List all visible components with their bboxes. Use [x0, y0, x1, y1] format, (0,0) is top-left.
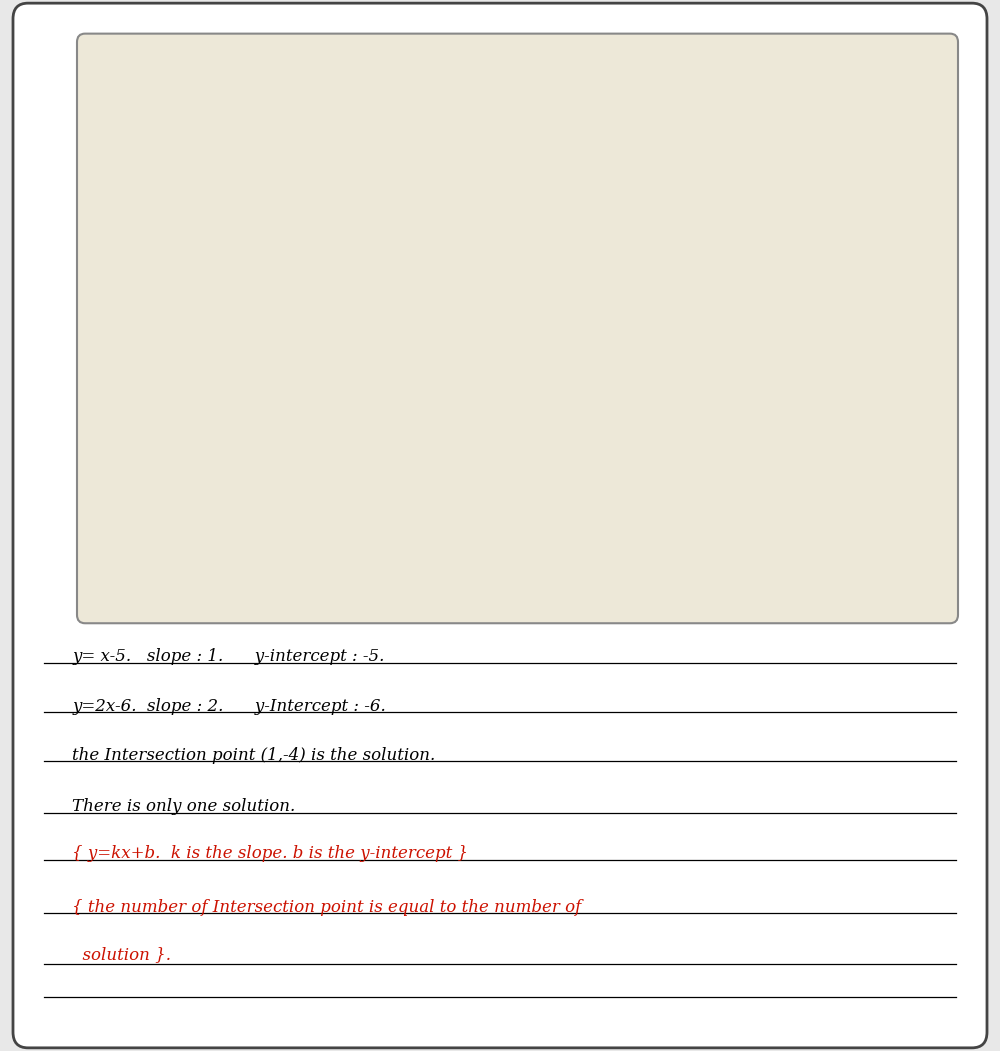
Text: y= x-5.: y= x-5. [789, 262, 841, 275]
Text: 2: 2 [414, 232, 422, 245]
Text: 1: 1 [414, 272, 422, 285]
Text: (2,-2): (2,-2) [570, 387, 600, 397]
Text: 3: 3 [622, 330, 630, 343]
Text: -2: -2 [410, 392, 422, 405]
Text: { the number of Intersection point is equal to the number of: { the number of Intersection point is eq… [72, 899, 581, 915]
Text: 5: 5 [414, 112, 422, 125]
Text: 2: 2 [558, 330, 566, 343]
Text: -3: -3 [410, 432, 422, 445]
Text: 1: 1 [494, 330, 502, 343]
Text: -2: -2 [301, 330, 313, 343]
Text: (0,-6): (0,-6) [442, 547, 472, 557]
Text: -3: -3 [237, 330, 249, 343]
Text: -5: -5 [410, 512, 422, 524]
Text: the Intersection point (1,-4) is the solution.: the Intersection point (1,-4) is the sol… [72, 747, 435, 764]
Text: 4: 4 [414, 152, 422, 165]
Text: -5: -5 [110, 330, 122, 343]
Text: y= x-5.   slope : 1.      y-intercept : -5.: y= x-5. slope : 1. y-intercept : -5. [72, 648, 385, 665]
Text: 6: 6 [813, 330, 821, 343]
Text: -4: -4 [173, 330, 185, 343]
Text: -1: -1 [410, 352, 422, 365]
Text: -4: -4 [410, 472, 422, 485]
Text: 3: 3 [414, 192, 422, 205]
Text: 4: 4 [686, 330, 694, 343]
Text: There is only one solution.: There is only one solution. [72, 798, 295, 816]
Text: y=2x-6.  slope : 2.      y-Intercept : -6.: y=2x-6. slope : 2. y-Intercept : -6. [72, 698, 386, 715]
Text: -6: -6 [410, 551, 422, 564]
Text: { y=kx+b.  k is the slope. b is the y-intercept }: { y=kx+b. k is the slope. b is the y-int… [72, 845, 468, 863]
Text: -1: -1 [365, 330, 377, 343]
Text: 7: 7 [877, 330, 885, 343]
Text: solution }.: solution }. [72, 946, 171, 963]
Text: (1,-4): (1,-4) [506, 467, 536, 477]
Text: 5: 5 [750, 330, 758, 343]
Text: (0,-5): (0,-5) [442, 507, 472, 517]
Text: 0: 0 [431, 330, 439, 343]
Text: y=2x-6.: y=2x-6. [683, 215, 740, 230]
